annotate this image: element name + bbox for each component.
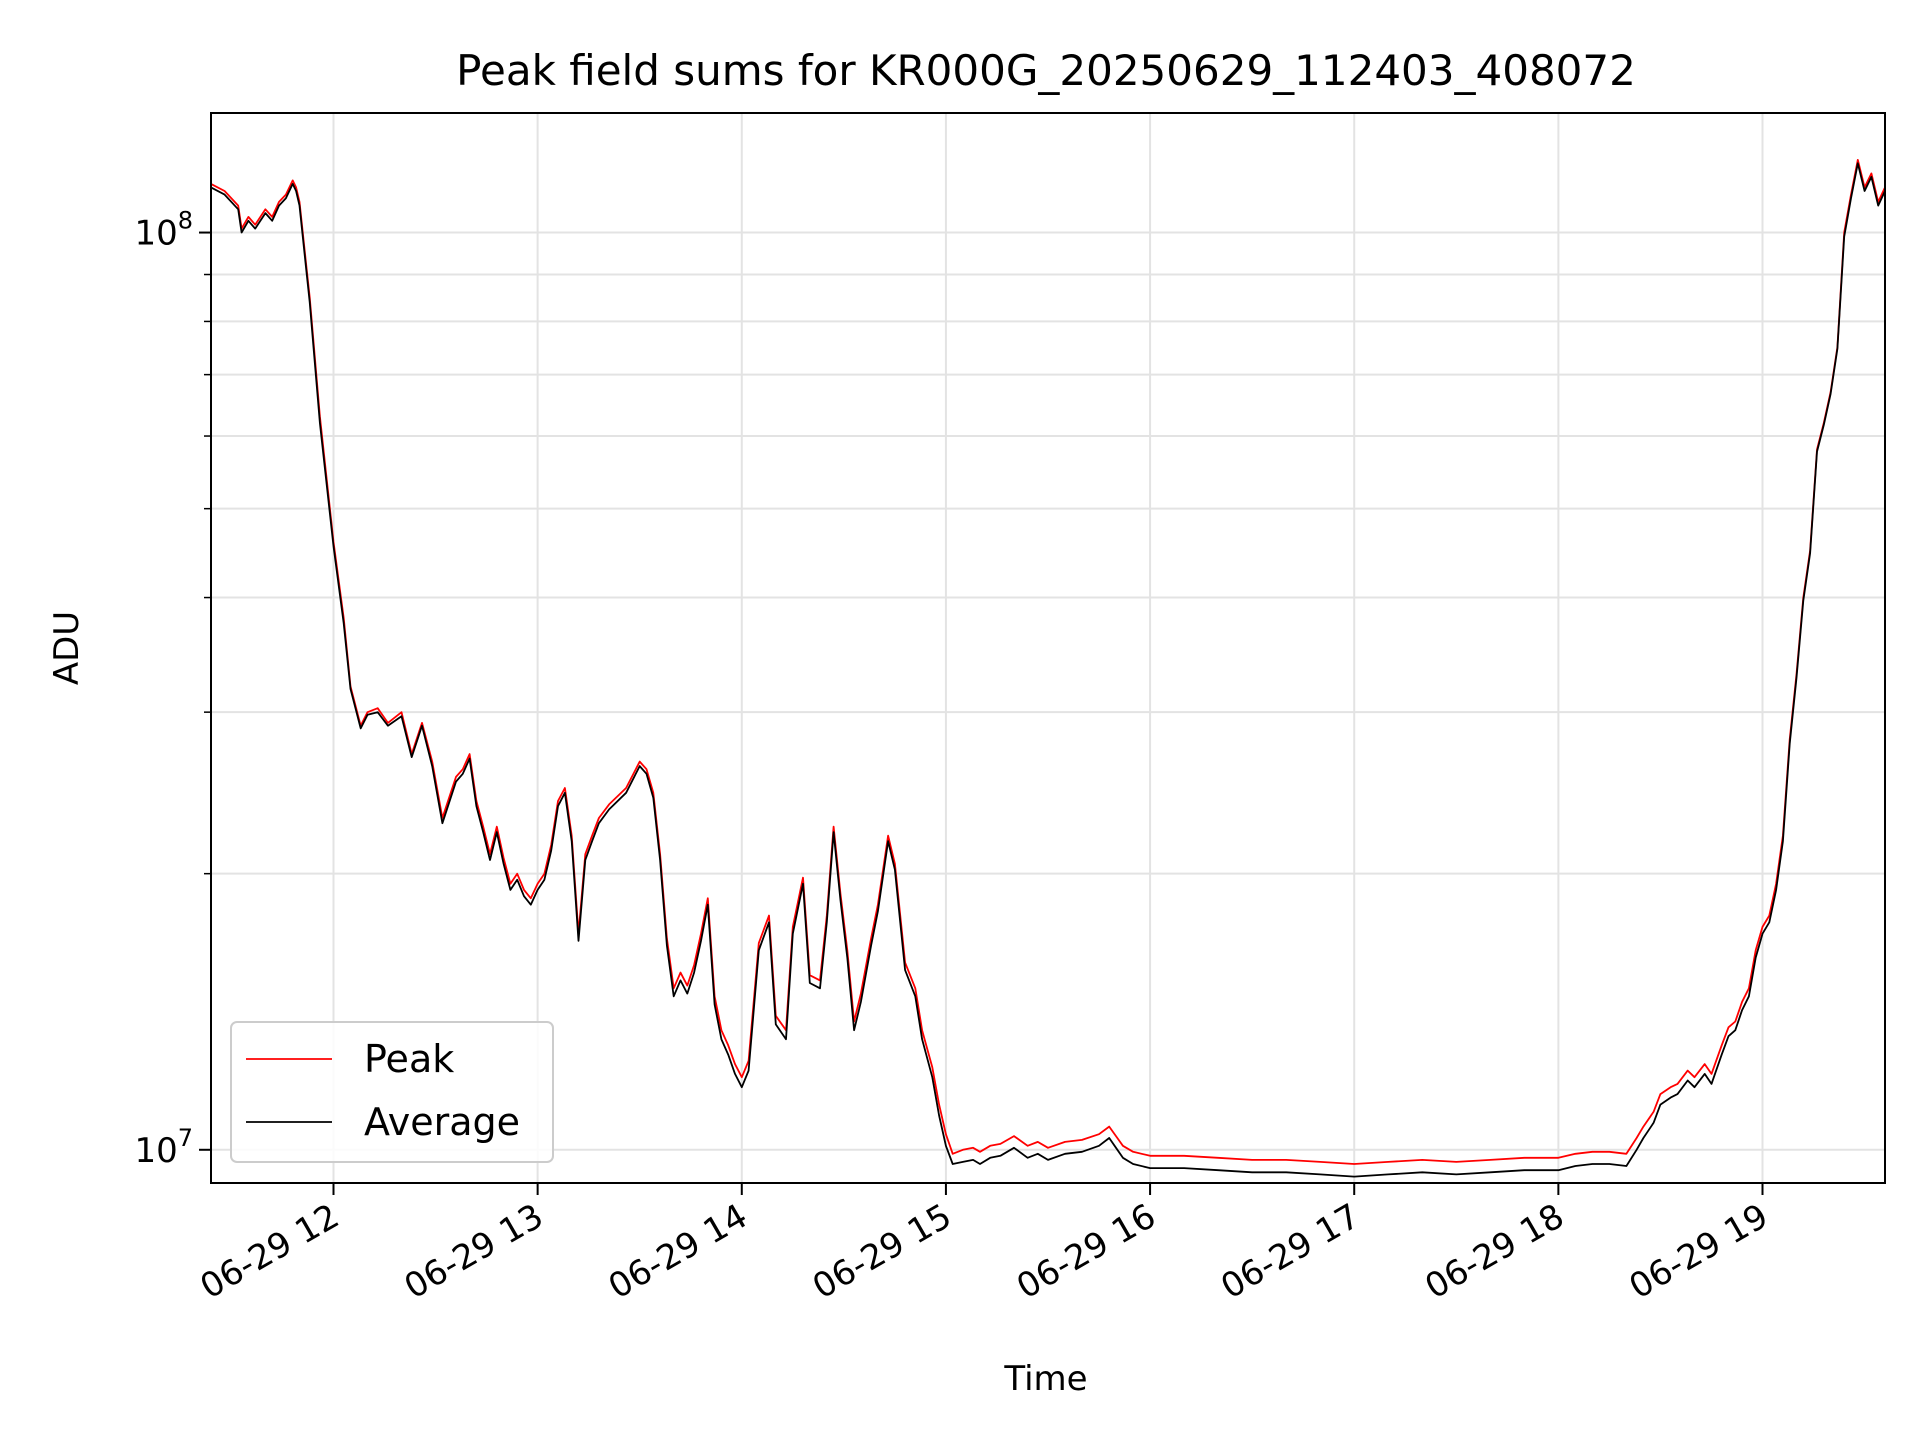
legend: Peak Average [230,1021,554,1163]
series-line-average [210,162,1886,1178]
legend-label-peak: Peak [364,1037,454,1081]
legend-box [230,1021,554,1163]
y-axis-label: ADU [47,611,87,685]
series-layer [210,159,1886,1178]
grid-lines [211,113,1885,1183]
legend-label-average: Average [364,1100,520,1144]
x-axis-label: Time [1003,1359,1087,1399]
chart-title: Peak field sums for KR000G_20250629_1124… [456,46,1636,95]
plot-frame [210,112,1886,1184]
